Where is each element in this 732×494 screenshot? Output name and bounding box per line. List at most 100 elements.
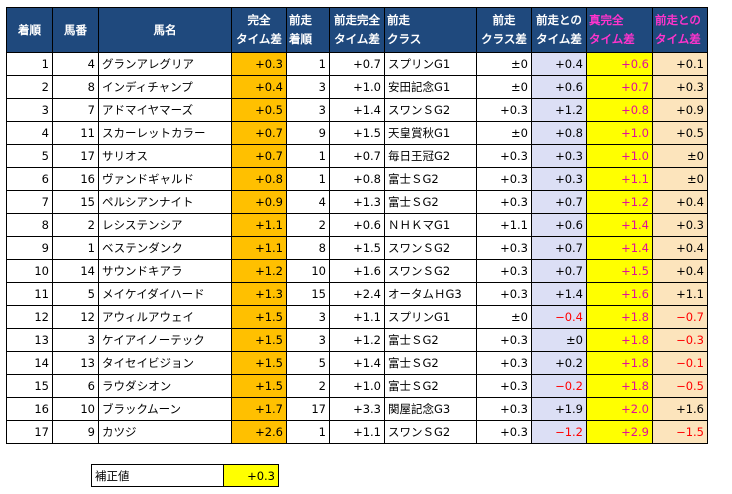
header-prev-time-diff: 前走との タイム差 <box>531 7 587 53</box>
cell-ptd2: +0.1 <box>652 52 708 76</box>
cell-finish: 6 <box>6 167 53 191</box>
cell-pclass: 富士ＳG2 <box>384 351 477 375</box>
cell-pfin: 2 <box>286 374 330 398</box>
cell-num: 5 <box>52 282 99 306</box>
cell-ptd: −0.4 <box>531 305 587 329</box>
cell-tfull: +1.2 <box>586 190 653 214</box>
cell-pclass: 関屋記念G3 <box>384 397 477 421</box>
cell-ptd2: +0.3 <box>652 75 708 99</box>
cell-cdiff: +0.3 <box>476 282 532 306</box>
cell-ptd2: +1.6 <box>652 397 708 421</box>
cell-pfin: 1 <box>286 144 330 168</box>
header-prev-class: 前走 クラス <box>384 7 477 53</box>
cell-pfin: 3 <box>286 328 330 352</box>
cell-pfin: 1 <box>286 420 330 444</box>
cell-num: 12 <box>52 305 99 329</box>
table-row: 6 16 ヴァンドギャルド +0.8 1 +0.8 富士ＳG2 +0.3 +0.3 +1.1 ±0 <box>6 167 708 191</box>
cell-ptd: +1.2 <box>531 98 587 122</box>
cell-cdiff: +0.3 <box>476 167 532 191</box>
cell-full: +0.8 <box>231 167 287 191</box>
cell-pfull: +1.4 <box>329 98 385 122</box>
cell-ptd2: −0.7 <box>652 305 708 329</box>
cell-ptd: +0.2 <box>531 351 587 375</box>
cell-full: +0.7 <box>231 121 287 145</box>
correction-value: +0.3 <box>223 464 279 487</box>
cell-full: +1.5 <box>231 305 287 329</box>
cell-finish: 8 <box>6 213 53 237</box>
cell-num: 4 <box>52 52 99 76</box>
cell-pfull: +1.5 <box>329 121 385 145</box>
cell-pfull: +1.2 <box>329 328 385 352</box>
cell-full: +0.5 <box>231 98 287 122</box>
table-row: 14 13 タイセイビジョン +1.5 5 +1.4 富士ＳG2 +0.3 +0.2 +1.8 −0… <box>6 351 708 375</box>
cell-cdiff: +0.3 <box>476 144 532 168</box>
cell-num: 3 <box>52 328 99 352</box>
cell-cdiff: +1.1 <box>476 213 532 237</box>
cell-num: 17 <box>52 144 99 168</box>
cell-name: レシステンシア <box>98 213 232 237</box>
cell-tfull: +1.8 <box>586 351 653 375</box>
cell-ptd: +0.7 <box>531 190 587 214</box>
table-row: 15 6 ラウダシオン +1.5 2 +1.0 富士ＳG2 +0.3 −0.2 +1.8 −0.5 <box>6 374 708 398</box>
cell-name: アウィルアウェイ <box>98 305 232 329</box>
cell-ptd: −0.2 <box>531 374 587 398</box>
cell-num: 6 <box>52 374 99 398</box>
cell-num: 8 <box>52 75 99 99</box>
cell-tfull: +0.8 <box>586 98 653 122</box>
cell-tfull: +2.9 <box>586 420 653 444</box>
cell-pfin: 17 <box>286 397 330 421</box>
cell-pfin: 9 <box>286 121 330 145</box>
cell-name: メイケイダイハード <box>98 282 232 306</box>
cell-cdiff: +0.3 <box>476 374 532 398</box>
cell-tfull: +1.8 <box>586 328 653 352</box>
cell-ptd2: +0.5 <box>652 121 708 145</box>
cell-finish: 15 <box>6 374 53 398</box>
cell-num: 14 <box>52 259 99 283</box>
cell-finish: 7 <box>6 190 53 214</box>
cell-full: +0.9 <box>231 190 287 214</box>
cell-pclass: 富士ＳG2 <box>384 190 477 214</box>
cell-ptd2: ±0 <box>652 167 708 191</box>
cell-num: 9 <box>52 420 99 444</box>
cell-full: +0.4 <box>231 75 287 99</box>
cell-ptd: +1.4 <box>531 282 587 306</box>
results-table: 着順 馬番 馬名 完全 タイム差 前走 着順 前走完全 タイム差 前走 クラス 前走 クラ… <box>6 7 708 444</box>
cell-tfull: +1.0 <box>586 144 653 168</box>
table-row: 5 17 サリオス +0.7 1 +0.7 毎日王冠G2 +0.3 +0.3 +1.0 ±0 <box>6 144 708 168</box>
cell-pclass: スワンＳG2 <box>384 98 477 122</box>
cell-full: +0.3 <box>231 52 287 76</box>
cell-ptd: +0.4 <box>531 52 587 76</box>
cell-pfull: +1.4 <box>329 351 385 375</box>
cell-tfull: +1.8 <box>586 374 653 398</box>
cell-pfin: 1 <box>286 52 330 76</box>
table-row: 3 7 アドマイヤマーズ +0.5 3 +1.4 スワンＳG2 +0.3 +1.2 +0.8 +0.… <box>6 98 708 122</box>
cell-pfull: +1.0 <box>329 374 385 398</box>
cell-pfin: 5 <box>286 351 330 375</box>
cell-ptd: +0.7 <box>531 236 587 260</box>
cell-name: インディチャンプ <box>98 75 232 99</box>
cell-finish: 1 <box>6 52 53 76</box>
cell-cdiff: +0.3 <box>476 328 532 352</box>
table-row: 4 11 スカーレットカラー +0.7 9 +1.5 天皇賞秋G1 ±0 +0.8 +1.0 +0.… <box>6 121 708 145</box>
cell-cdiff: ±0 <box>476 75 532 99</box>
cell-ptd: +1.9 <box>531 397 587 421</box>
cell-pclass: 富士ＳG2 <box>384 374 477 398</box>
cell-pclass: 毎日王冠G2 <box>384 144 477 168</box>
cell-full: +1.7 <box>231 397 287 421</box>
cell-cdiff: +0.3 <box>476 190 532 214</box>
table-row: 8 2 レシステンシア +1.1 2 +0.6 ＮＨＫマG1 +1.1 +0.6 +1.4 +0.3 <box>6 213 708 237</box>
table-row: 11 5 メイケイダイハード +1.3 15 +2.4 オータムＨG3 +0.3 +1.4 +1.… <box>6 282 708 306</box>
cell-num: 2 <box>52 213 99 237</box>
cell-full: +1.2 <box>231 259 287 283</box>
table-row: 9 1 ベステンダンク +1.1 8 +1.5 スワンＳG2 +0.3 +0.7 +1.4 +0.4 <box>6 236 708 260</box>
cell-pfin: 3 <box>286 98 330 122</box>
cell-num: 10 <box>52 397 99 421</box>
cell-pfin: 3 <box>286 305 330 329</box>
cell-finish: 10 <box>6 259 53 283</box>
cell-finish: 5 <box>6 144 53 168</box>
cell-name: ラウダシオン <box>98 374 232 398</box>
header-true-full-diff: 真完全 タイム差 <box>586 7 653 53</box>
cell-name: サリオス <box>98 144 232 168</box>
cell-ptd2: ±0 <box>652 144 708 168</box>
cell-pclass: スプリンG1 <box>384 52 477 76</box>
